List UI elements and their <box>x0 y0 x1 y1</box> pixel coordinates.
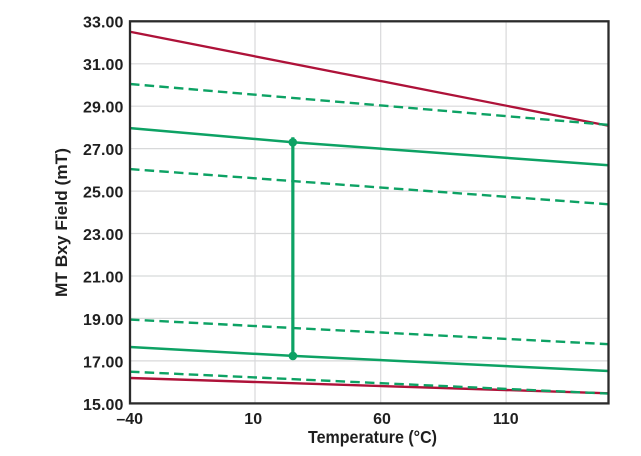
svg-text:29.00: 29.00 <box>83 100 124 117</box>
svg-text:10: 10 <box>244 411 262 428</box>
svg-text:21.00: 21.00 <box>83 270 124 287</box>
svg-text:15.00: 15.00 <box>83 397 124 414</box>
svg-text:23.00: 23.00 <box>83 227 124 244</box>
svg-text:25.00: 25.00 <box>83 185 124 202</box>
svg-text:Temperature (°C): Temperature (°C) <box>308 427 437 447</box>
svg-text:MT Bxy Field (mT): MT Bxy Field (mT) <box>53 148 71 297</box>
svg-text:17.00: 17.00 <box>83 354 124 371</box>
svg-text:19.00: 19.00 <box>83 312 124 329</box>
svg-text:33.00: 33.00 <box>83 15 124 32</box>
svg-text:60: 60 <box>373 411 391 428</box>
svg-text:27.00: 27.00 <box>83 142 124 159</box>
svg-text:–40: –40 <box>116 411 143 428</box>
svg-text:110: 110 <box>493 411 519 428</box>
svg-text:31.00: 31.00 <box>83 57 124 74</box>
